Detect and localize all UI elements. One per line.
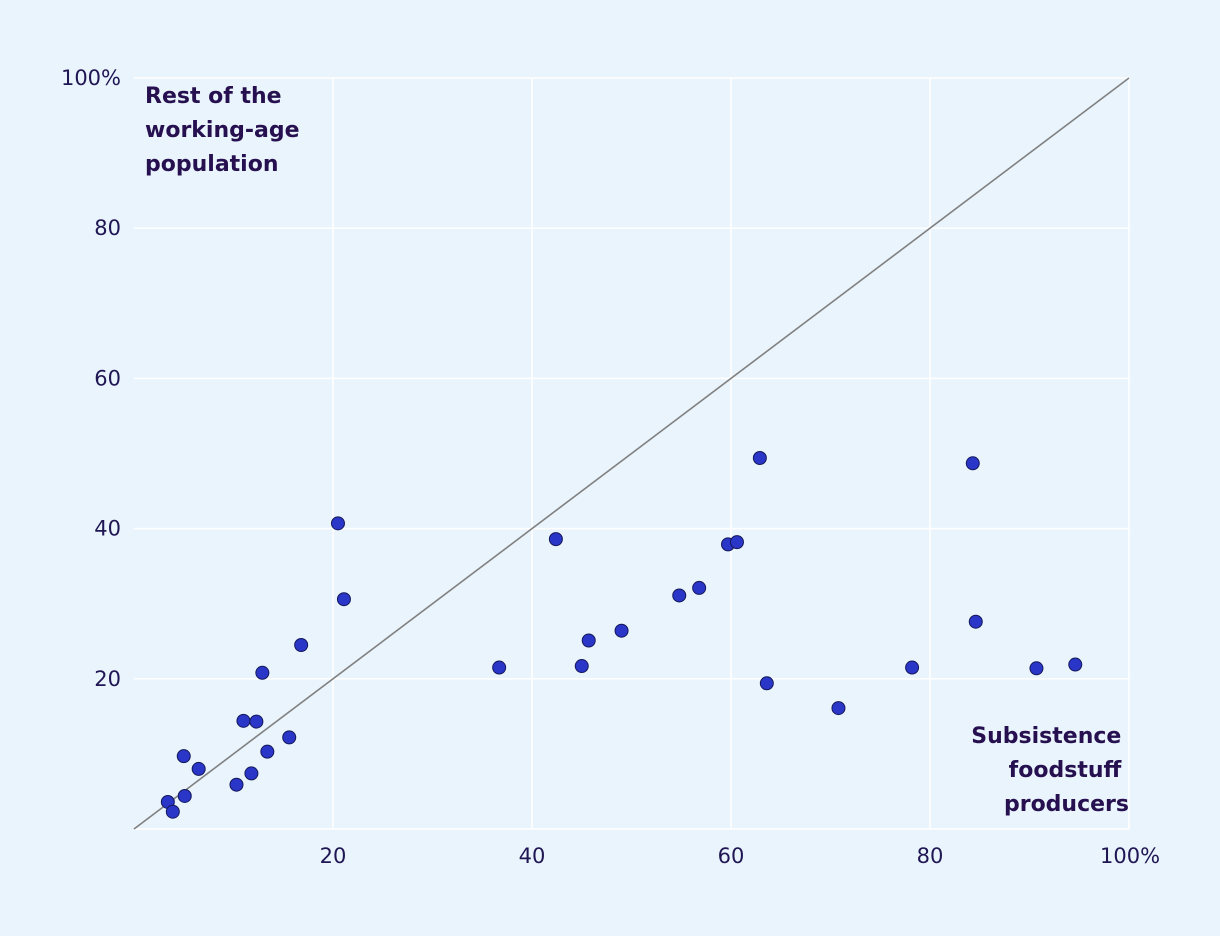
data-point xyxy=(831,701,846,716)
y-tick-label: 80 xyxy=(94,216,121,240)
data-point xyxy=(176,749,191,764)
data-point xyxy=(692,580,707,595)
x-tick-label: 80 xyxy=(917,844,944,868)
data-point xyxy=(165,804,180,819)
grid xyxy=(134,77,1130,830)
data-point xyxy=(330,516,345,531)
data-point xyxy=(244,766,259,781)
data-point xyxy=(752,451,767,466)
y-tick-label: 100% xyxy=(61,66,121,90)
diagonal-reference-line xyxy=(133,77,1130,830)
x-tick-label: 100% xyxy=(1100,844,1160,868)
data-point xyxy=(282,730,297,745)
x-tick-label: 40 xyxy=(519,844,546,868)
data-point xyxy=(905,660,920,675)
data-point xyxy=(255,665,270,680)
data-point xyxy=(492,660,507,675)
x-tick-label: 20 xyxy=(320,844,347,868)
top-left-label-line: Rest of the xyxy=(145,84,282,109)
data-point xyxy=(229,777,244,792)
x-tick-label: 60 xyxy=(718,844,745,868)
data-point xyxy=(548,532,563,547)
y-tick-label: 40 xyxy=(94,517,121,541)
bottom-right-label: Subsistence foodstuff producers xyxy=(971,724,1129,817)
bottom-right-label-line: Subsistence xyxy=(971,724,1121,749)
data-point xyxy=(336,592,351,607)
bottom-right-label-line: producers xyxy=(1004,792,1129,817)
data-point xyxy=(191,761,206,776)
data-point xyxy=(574,659,589,674)
data-point xyxy=(759,676,774,691)
data-point xyxy=(614,623,629,638)
data-point xyxy=(1029,661,1044,676)
data-point xyxy=(177,788,192,803)
x-axis-ticks: 20 40 60 80 100% xyxy=(320,844,1160,868)
data-point xyxy=(1068,657,1083,672)
data-point xyxy=(260,744,275,759)
y-tick-label: 60 xyxy=(94,366,121,390)
data-point xyxy=(236,713,251,728)
data-point xyxy=(672,588,687,603)
data-point xyxy=(249,714,264,729)
data-points xyxy=(160,451,1083,819)
top-left-label-line: population xyxy=(145,152,279,177)
bottom-right-label-line: foodstuff xyxy=(1009,758,1123,783)
top-left-label: Rest of the working-age population xyxy=(145,84,307,177)
data-point xyxy=(965,456,980,471)
data-point xyxy=(294,638,309,653)
y-axis-ticks: 20 40 60 80 100% xyxy=(61,66,121,691)
top-left-label-line: working-age xyxy=(145,118,300,143)
data-point xyxy=(729,535,744,550)
data-point xyxy=(581,633,596,648)
data-point xyxy=(968,614,983,629)
y-tick-label: 20 xyxy=(94,667,121,691)
